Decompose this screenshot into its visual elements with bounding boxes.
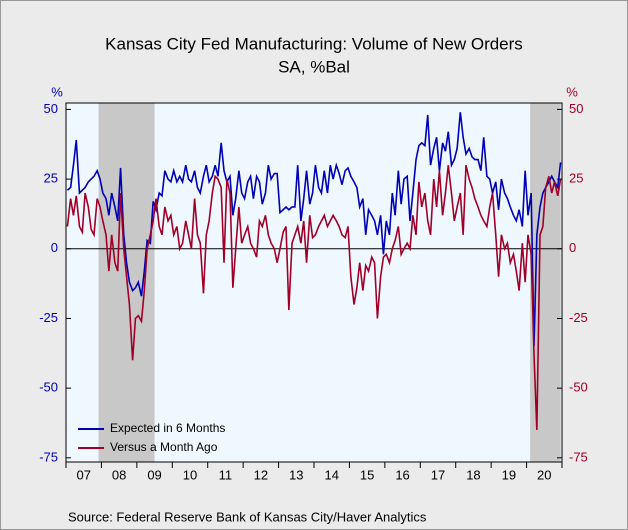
x-tick-label: 16 [395, 467, 409, 482]
y2-tick-label: 25 [569, 171, 583, 186]
legend-label: Expected in 6 Months [110, 421, 225, 435]
y-tick-label: -50 [39, 380, 58, 395]
chart-subtitle: SA, %Bal [278, 57, 350, 76]
y-tick-label: 50 [44, 101, 58, 116]
y2-tick-label: -50 [569, 380, 588, 395]
x-tick-label: 12 [254, 467, 268, 482]
x-tick-label: 18 [466, 467, 480, 482]
x-tick-label: 13 [289, 467, 303, 482]
x-tick-label: 09 [147, 467, 161, 482]
y2-tick-label: -25 [569, 310, 588, 325]
chart-title: Kansas City Fed Manufacturing: Volume of… [105, 34, 523, 53]
x-tick-label: 07 [76, 467, 90, 482]
y2-tick-label: -75 [569, 449, 588, 464]
source: Source: Federal Reserve Bank of Kansas C… [68, 509, 427, 524]
series-line [66, 164, 562, 430]
legend-label: Versus a Month Ago [110, 440, 218, 454]
y-tick-label: -25 [39, 310, 58, 325]
y2-unit: % [566, 84, 578, 99]
x-tick-label: 19 [502, 467, 516, 482]
x-tick-label: 20 [537, 467, 551, 482]
x-tick-label: 14 [324, 467, 338, 482]
recession-shade [530, 103, 561, 462]
y-tick-label: -75 [39, 449, 58, 464]
x-tick-label: 08 [112, 467, 126, 482]
x-tick-label: 10 [183, 467, 197, 482]
y2-tick-label: 0 [569, 240, 576, 255]
y-tick-label: 0 [51, 240, 58, 255]
y-tick-label: 25 [44, 171, 58, 186]
series-line [66, 112, 562, 347]
y2-tick-label: 50 [569, 101, 583, 116]
x-tick-label: 11 [219, 467, 233, 482]
y-unit: % [51, 84, 63, 99]
plot-border [65, 102, 563, 463]
x-tick-label: 17 [431, 467, 445, 482]
x-tick-label: 15 [360, 467, 374, 482]
